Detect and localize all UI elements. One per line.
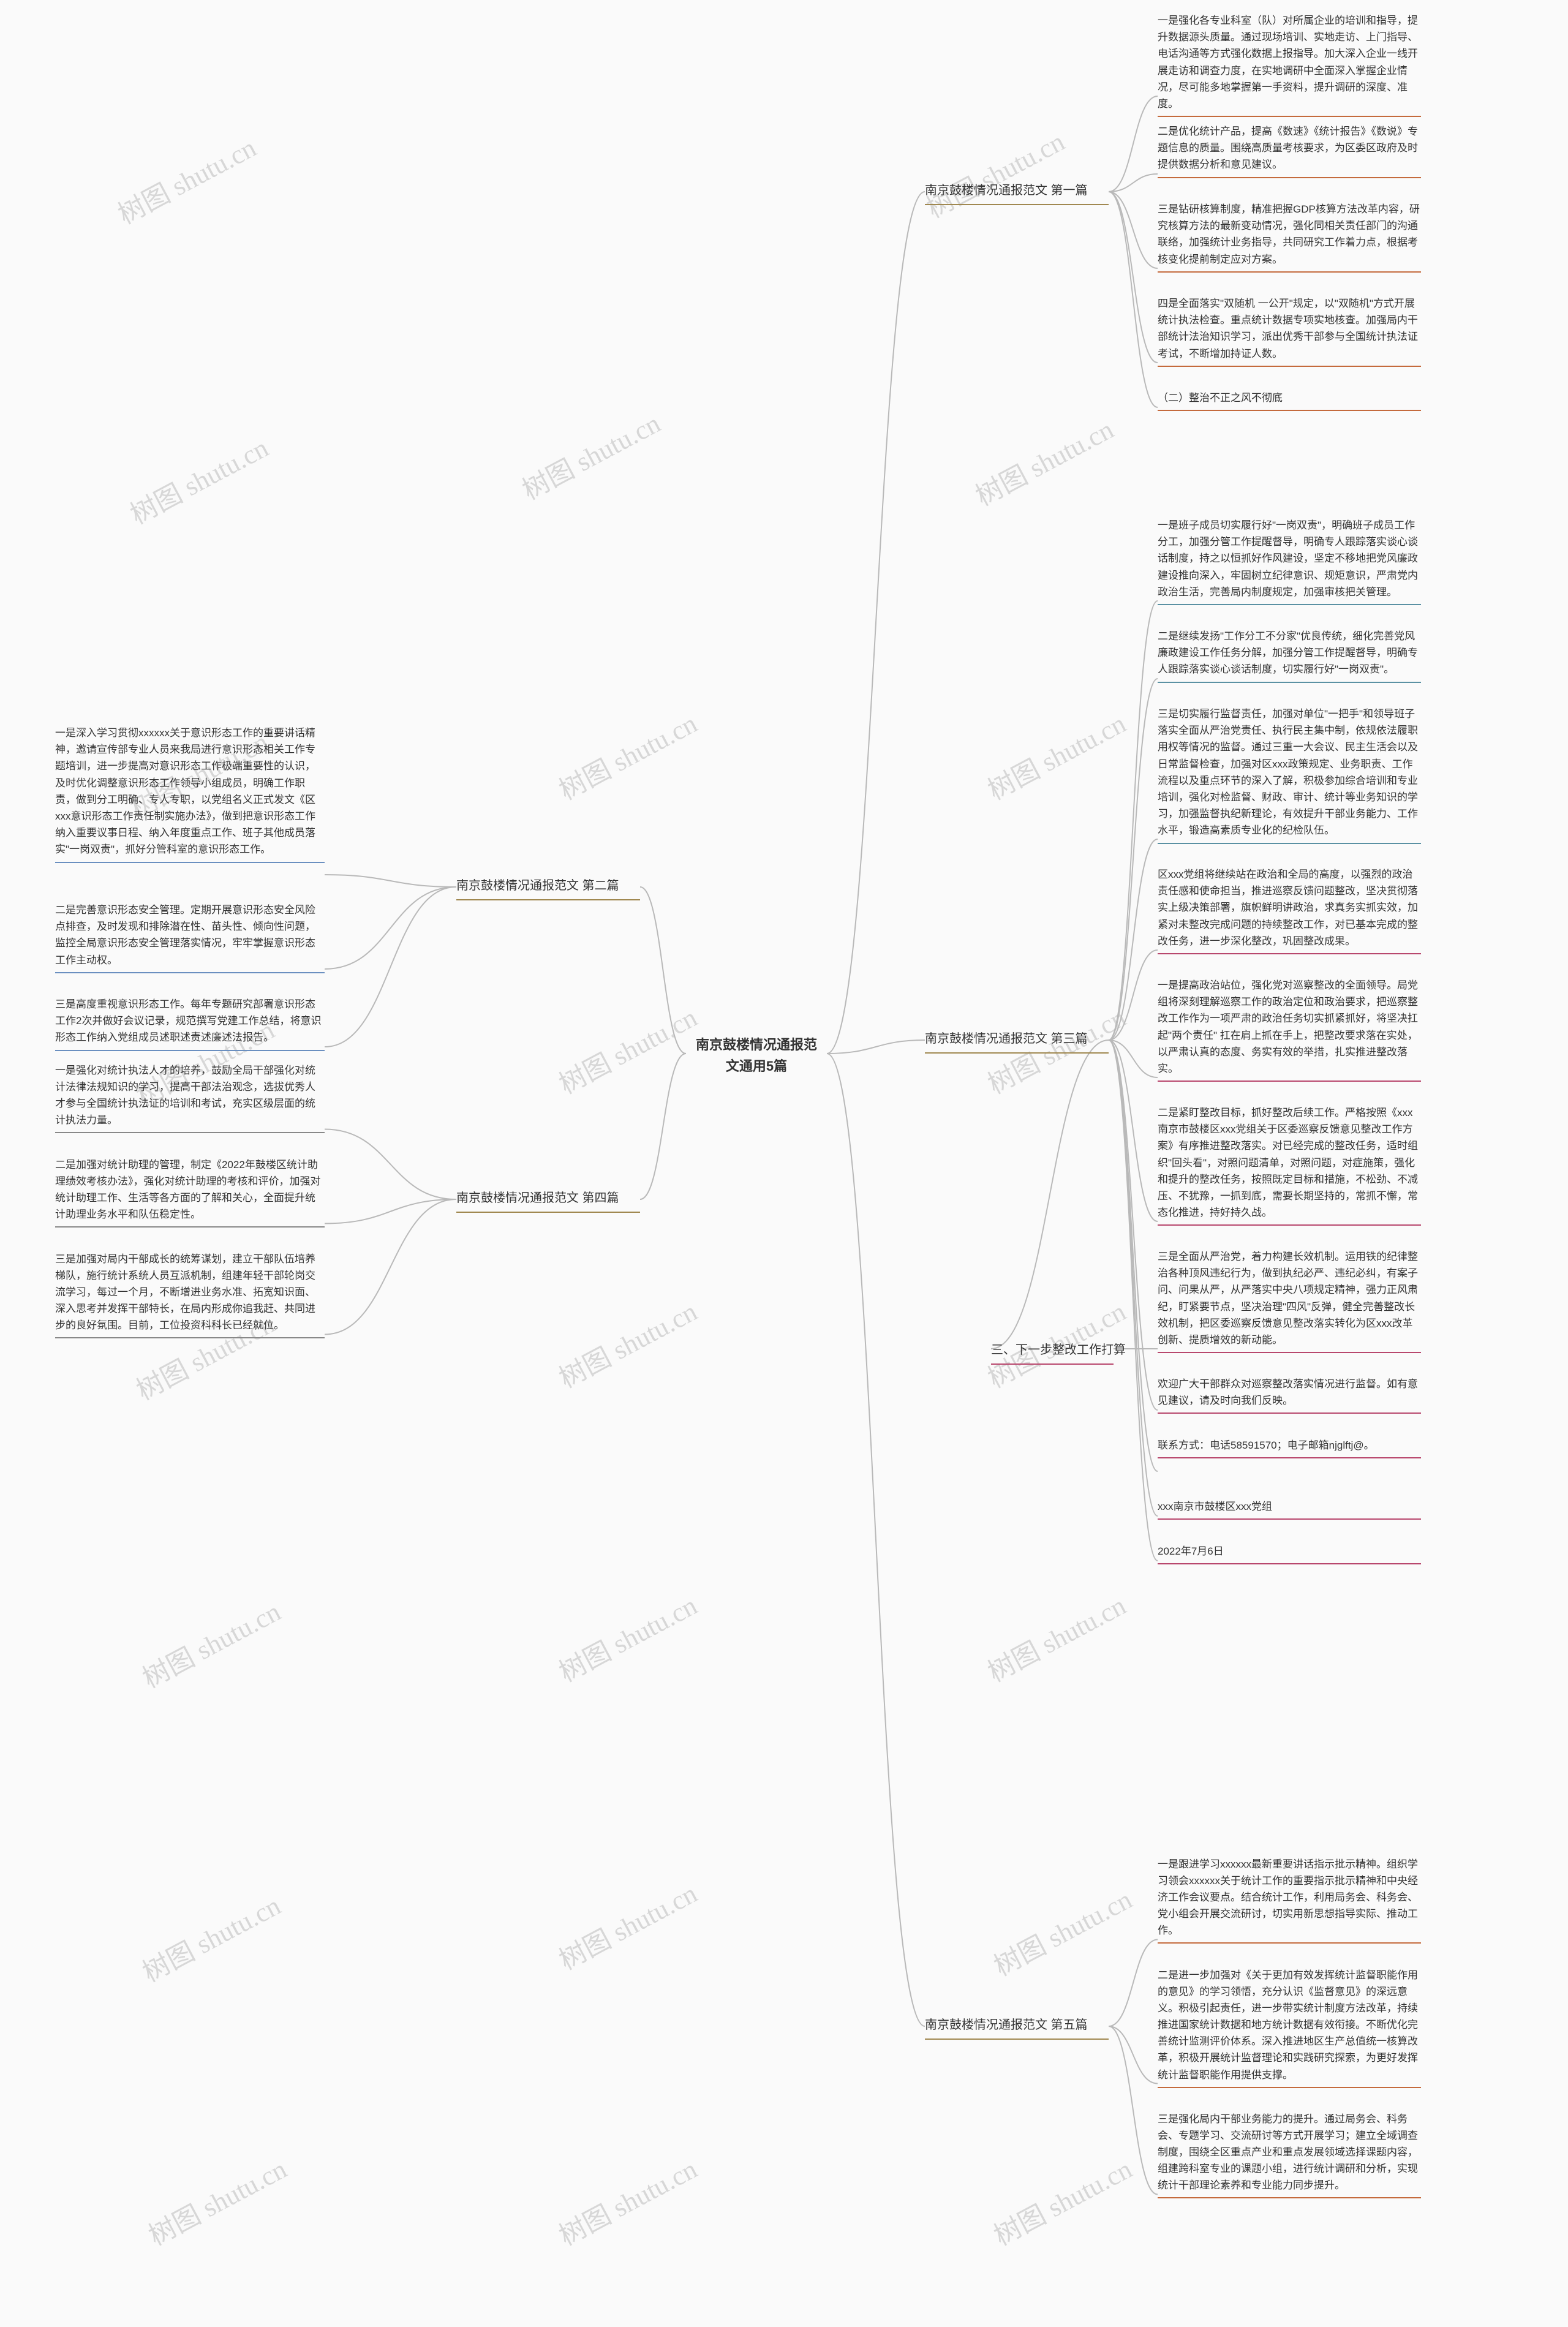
watermark: 树图 shutu.cn (140, 2148, 292, 2253)
watermark: 树图 shutu.cn (122, 426, 274, 532)
leaf-b3-0: 一是班子成员切实履行好"一岗双责"，明确班子成员工作分工，加强分管工作提醒督导，… (1158, 517, 1421, 605)
leaf-b4-1: 二是加强对统计助理的管理，制定《2022年鼓楼区统计助理绩效考核办法》，强化对统… (55, 1156, 325, 1228)
branch-b4: 南京鼓楼情况通报范文 第四篇 (456, 1188, 640, 1213)
leaf-b3-8: 联系方式：电话58591570；电子邮箱njglftj@。 (1158, 1437, 1421, 1458)
watermark: 树图 shutu.cn (551, 1584, 703, 1689)
watermark: 树图 shutu.cn (110, 126, 262, 232)
watermark: 树图 shutu.cn (551, 996, 703, 1101)
leaf-b4-2: 三是加强对局内干部成长的统筹谋划，建立干部队伍培养梯队，施行统计系统人员互派机制… (55, 1251, 325, 1339)
subgroup-b3: 三、下一步整改工作打算 (991, 1340, 1114, 1365)
watermark: 树图 shutu.cn (134, 1590, 286, 1695)
leaf-b3-4: 一是提高政治站位，强化党对巡察整改的全面领导。局党组将深刻理解巡察工作的政治定位… (1158, 977, 1421, 1082)
watermark: 树图 shutu.cn (986, 1878, 1137, 1983)
leaf-b1-1: 二是优化统计产品，提高《数速》《统计报告》《数说》专题信息的质量。围绕高质量考核… (1158, 123, 1421, 178)
watermark: 树图 shutu.cn (551, 1290, 703, 1395)
leaf-b3-9: xxx南京市鼓楼区xxx党组 (1158, 1498, 1421, 1520)
branch-b3: 南京鼓楼情况通报范文 第三篇 (925, 1029, 1109, 1054)
leaf-b3-10: 2022年7月6日 (1158, 1543, 1421, 1564)
watermark: 树图 shutu.cn (514, 402, 666, 507)
leaf-b2-1: 二是完善意识形态安全管理。定期开展意识形态安全风险点排查，及时发现和排除潜在性、… (55, 902, 325, 973)
watermark: 树图 shutu.cn (551, 2148, 703, 2253)
watermark: 树图 shutu.cn (918, 120, 1070, 225)
leaf-b5-2: 三是强化局内干部业务能力的提升。通过局务会、科务会、专题学习、交流研讨等方式开展… (1158, 2111, 1421, 2199)
leaf-b1-3: 四是全面落实"双随机 一公开"规定，以"双随机"方式开展统计执法检查。重点统计数… (1158, 295, 1421, 367)
leaf-b5-0: 一是跟进学习xxxxxx最新重要讲话指示批示精神。组织学习领会xxxxxx关于统… (1158, 1856, 1421, 1944)
root-node: 南京鼓楼情况通报范文通用5篇 (686, 1029, 827, 1082)
leaf-b2-2: 三是高度重视意识形态工作。每年专题研究部署意识形态工作2次并做好会议记录，规范撰… (55, 996, 325, 1051)
leaf-b1-0: 一是强化各专业科室（队）对所属企业的培训和指导，提升数据源头质量。通过现场培训、… (1158, 12, 1421, 117)
watermark: 树图 shutu.cn (979, 702, 1131, 807)
watermark: 树图 shutu.cn (134, 1884, 286, 1989)
branch-b5: 南京鼓楼情况通报范文 第五篇 (925, 2015, 1109, 2040)
leaf-b3-3: 区xxx党组将继续站在政治和全局的高度，以强烈的政治责任感和使命担当，推进巡察反… (1158, 866, 1421, 954)
leaf-b3-6: 三是全面从严治党，着力构建长效机制。运用铁的纪律整治各种顶风违纪行为，做到执纪必… (1158, 1248, 1421, 1353)
leaf-b3-7: 欢迎广大干部群众对巡察整改落实情况进行监督。如有意见建议，请及时向我们反映。 (1158, 1376, 1421, 1414)
leaf-b3-1: 二是继续发扬"工作分工不分家"优良传统，细化完善党风廉政建设工作任务分解，加强分… (1158, 628, 1421, 683)
leaf-b4-0: 一是强化对统计执法人才的培养，鼓励全局干部强化对统计法律法规知识的学习，提高干部… (55, 1062, 325, 1134)
watermark: 树图 shutu.cn (986, 2148, 1137, 2253)
watermark: 树图 shutu.cn (551, 1872, 703, 1977)
branch-b2: 南京鼓楼情况通报范文 第二篇 (456, 876, 640, 900)
leaf-b3-5: 二是紧盯整改目标，抓好整改后续工作。严格按照《xxx南京市鼓楼区xxx党组关于区… (1158, 1104, 1421, 1226)
leaf-b3-2: 三是切实履行监督责任，加强对单位"一把手"和领导班子落实全面从严治党责任、执行民… (1158, 706, 1421, 844)
leaf-b5-1: 二是进一步加强对《关于更加有效发挥统计监督职能作用的意见》的学习领悟，充分认识《… (1158, 1967, 1421, 2088)
leaf-b2-0: 一是深入学习贯彻xxxxxx关于意识形态工作的重要讲话精神，邀请宣传部专业人员来… (55, 725, 325, 863)
watermark: 树图 shutu.cn (551, 702, 703, 807)
branch-b1: 南京鼓楼情况通报范文 第一篇 (925, 181, 1109, 205)
watermark: 树图 shutu.cn (979, 1584, 1131, 1689)
leaf-b1-2: 三是钻研核算制度，精准把握GDP核算方法改革内容，研究核算方法的最新变动情况，强… (1158, 201, 1421, 273)
leaf-b1-4: （二）整治不正之风不彻底 (1158, 390, 1421, 411)
watermark: 树图 shutu.cn (967, 408, 1119, 513)
